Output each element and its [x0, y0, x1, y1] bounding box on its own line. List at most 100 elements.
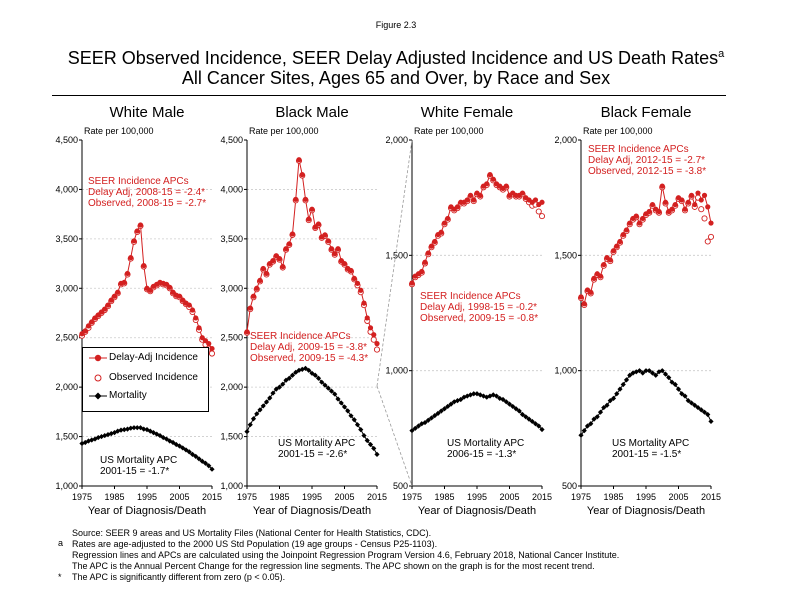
panel-4-delay-adj-point: [701, 192, 708, 198]
panel-1-incidence-apc-line: Delay Adj, 2008-15 = -2.4*: [88, 187, 205, 198]
panel-1-observed-point: [208, 350, 216, 357]
panel-1-mortality-point: [98, 433, 105, 440]
panel-3-delay-adj-point: [467, 192, 474, 198]
panel-2-delay-adj-point: [302, 196, 309, 202]
panel-4-mortality-apc-line: US Mortality APC: [612, 438, 689, 449]
panel-3-mortality-point: [529, 418, 535, 425]
panel-2-delay-adj-point: [254, 285, 260, 291]
panel-4-observed-point: [698, 206, 705, 213]
panel-4-mortality-point: [672, 381, 678, 388]
panel-2-mortality-point: [312, 372, 318, 378]
panel-3-mortality-point: [526, 416, 532, 422]
figure-label: Figure 2.3: [375, 20, 417, 30]
panel-3-mortality-point: [441, 406, 448, 412]
panel-4-delay-adj-point: [607, 257, 613, 263]
panel-1-delay-adj-point: [108, 297, 114, 303]
panel-2-mortality-point: [371, 445, 377, 452]
panel-2-mortality-point: [283, 377, 289, 383]
panel-3-incidence-apc-line: Observed, 2009-15 = -0.8*: [420, 313, 538, 324]
panel-4-delay-adj-point: [617, 238, 623, 245]
panel-3-mortality-point: [422, 419, 428, 426]
panel-4-mortality-apc-line: 2001-15 = -1.5*: [612, 449, 681, 460]
panel-4-delay-adj-point: [698, 197, 704, 203]
panel-3-mortality-point: [445, 403, 451, 410]
panel-1-x-tick-label: 2015: [202, 492, 222, 502]
panel-2-y-tick-label: 3,500: [220, 234, 243, 244]
panel-4-delay-adj-point: [601, 261, 607, 268]
panel-1-mortality-point: [154, 431, 160, 437]
panel-1-delay-adj-point: [89, 319, 95, 325]
panel-1-delay-adj-point: [128, 255, 134, 261]
panel-4-mortality-point: [701, 409, 708, 415]
panel-3-incidence-apc-line: SEER Incidence APCs: [420, 291, 521, 302]
panel-2-y-tick-label: 1,500: [220, 432, 243, 442]
footnote-a-text: Rates are age-adjusted to the 2000 US St…: [72, 539, 438, 549]
panel-4-mortality-point: [588, 421, 594, 427]
panel-4-delay-adj-point: [669, 206, 675, 212]
panel-2-delay-adj-point: [341, 260, 348, 267]
panel-4-mortality-point: [607, 398, 613, 404]
panel-4-mortality-point: [620, 381, 626, 388]
footnote-significance: The APC is significantly different from …: [72, 572, 286, 582]
panel-4-mortality-point: [640, 370, 646, 376]
panel-1-delay-adj-point: [131, 238, 137, 244]
panel-2-mortality-point: [315, 375, 322, 381]
panel-2-y-tick-label: 4,500: [220, 135, 243, 145]
panel-1-x-tick-label: 1975: [72, 492, 92, 502]
panel-3-delay-adj-point: [428, 243, 435, 249]
panel-2-mortality-point: [286, 375, 292, 381]
scale-connector-upper: [376, 139, 413, 387]
panel-4-mortality-point: [601, 404, 607, 411]
panel-4-delay-adj-point: [656, 208, 662, 215]
panel-3-mortality-point: [523, 414, 529, 420]
panel-1-delay-adj-point: [111, 293, 118, 299]
panel-3-observed-point: [535, 208, 542, 215]
panel-3-mortality-point: [510, 403, 516, 410]
panel-2-mortality-point: [280, 381, 286, 387]
panel-1-xlabel: Year of Diagnosis/Death: [88, 505, 206, 517]
title-superscript: a: [718, 48, 725, 60]
panel-1-y-tick-label: 4,000: [55, 184, 78, 194]
panel-4-mortality-point: [708, 418, 714, 425]
panel-4-mortality-point: [695, 404, 701, 411]
panel-1-ylabel: Rate per 100,000: [84, 126, 154, 136]
panel-2-x-tick-label: 1995: [302, 492, 322, 502]
panel-2-mortality-apc-line: 2001-15 = -2.6*: [278, 449, 347, 460]
panel-4-delay-adj-point: [695, 190, 701, 196]
panel-3-delay-adj-point: [464, 197, 470, 203]
panel-3-x-tick-label: 1995: [467, 492, 487, 502]
panel-2-mortality-point: [254, 411, 260, 417]
panel-1-mortality-point: [209, 466, 215, 472]
panel-2-mortality-point: [332, 391, 338, 397]
panel-4-mortality-point: [610, 395, 617, 401]
panel-4-delay-adj-point: [614, 243, 620, 249]
panel-1-incidence-apc-line: SEER Incidence APCs: [88, 176, 189, 187]
panel-4-y-tick-label: 1,000: [554, 366, 577, 376]
panel-4-delay-adj-point: [646, 208, 652, 215]
panel-3-y-tick-label: 1,500: [385, 250, 408, 260]
panel-4-mortality-point: [597, 409, 604, 415]
panel-2-y-tick-label: 1,000: [220, 481, 243, 491]
footnote-star-marker: *: [58, 572, 62, 582]
panel-4-delay-adj-point: [588, 289, 594, 295]
panel-4: Black Female Rate per 100,000 500 1,000 1,50…: [554, 104, 721, 517]
scale-connector-lower: [376, 385, 413, 487]
panel-3-delay-adj-point: [432, 238, 438, 245]
panel-2-mortality-point: [322, 382, 328, 388]
panel-4-delay-adj-point: [597, 273, 604, 279]
panel-3: White Female Rate per 100,000 500 1,000 1,50…: [385, 104, 552, 517]
panel-4-delay-adj-point: [640, 215, 646, 222]
panel-1-incidence-apc-line: Observed, 2008-15 = -2.7*: [88, 198, 206, 209]
panel-1-mortality-point: [134, 425, 140, 431]
panel-1-x-tick-label: 1985: [104, 492, 124, 502]
panel-4-mortality-point: [653, 372, 659, 378]
footnote-a-marker: a: [58, 538, 64, 548]
panel-2-mortality-point: [247, 422, 253, 428]
panel-1-mortality-point: [79, 440, 85, 447]
panel-3-x-tick-label: 1975: [402, 492, 422, 502]
panel-2-mortality-point: [302, 365, 309, 371]
panel-3-mortality-point: [448, 401, 454, 407]
panel-2-mortality-point: [319, 379, 325, 385]
panel-2-delay-adj-point: [270, 258, 276, 264]
panel-2-incidence-apc-line: Observed, 2009-15 = -4.3*: [250, 353, 368, 364]
